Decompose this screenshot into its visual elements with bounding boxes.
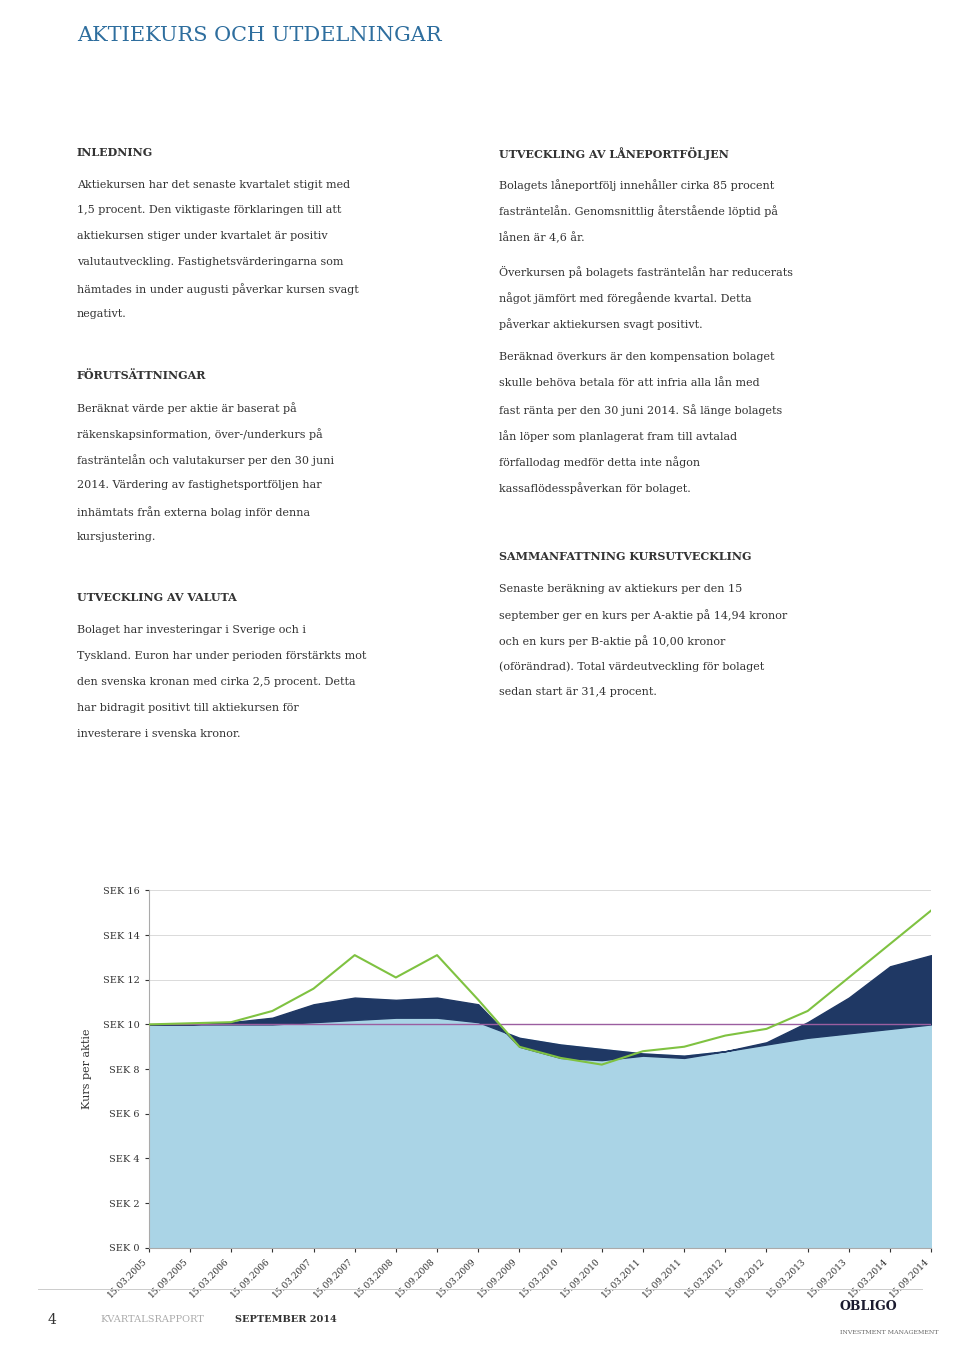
Text: Bolaget har investeringar i Sverige och i: Bolaget har investeringar i Sverige och … bbox=[77, 625, 306, 635]
Text: Beräknat värde per aktie är baserat på: Beräknat värde per aktie är baserat på bbox=[77, 402, 297, 414]
Text: Beräknad överkurs är den kompensation bolaget: Beräknad överkurs är den kompensation bo… bbox=[499, 352, 775, 363]
Text: 4: 4 bbox=[48, 1313, 57, 1327]
Text: FÖRUTSÄTTNINGAR: FÖRUTSÄTTNINGAR bbox=[77, 370, 206, 380]
Text: Överkursen på bolagets fasträntelån har reducerats: Överkursen på bolagets fasträntelån har … bbox=[499, 266, 793, 278]
Text: Aktiekursen har det senaste kvartalet stigit med: Aktiekursen har det senaste kvartalet st… bbox=[77, 179, 350, 190]
Text: något jämfört med föregående kvartal. Detta: något jämfört med föregående kvartal. De… bbox=[499, 291, 752, 304]
Text: SAMMANFATTNING KURSUTVECKLING: SAMMANFATTNING KURSUTVECKLING bbox=[499, 550, 752, 561]
Text: lån löper som planlagerat fram till avtalad: lån löper som planlagerat fram till avta… bbox=[499, 430, 737, 441]
Y-axis label: Kurs per aktie: Kurs per aktie bbox=[82, 1029, 92, 1109]
Text: valutautveckling. Fastighetsvärderingarna som: valutautveckling. Fastighetsvärderingarn… bbox=[77, 258, 344, 267]
Text: räkenskapsinformation, över-/underkurs på: räkenskapsinformation, över-/underkurs p… bbox=[77, 428, 323, 440]
Text: påverkar aktiekursen svagt positivt.: påverkar aktiekursen svagt positivt. bbox=[499, 318, 703, 329]
Text: kursjustering.: kursjustering. bbox=[77, 532, 156, 542]
Text: Tyskland. Euron har under perioden förstärkts mot: Tyskland. Euron har under perioden först… bbox=[77, 652, 366, 661]
Text: lånen är 4,6 år.: lånen är 4,6 år. bbox=[499, 232, 585, 243]
Text: hämtades in under augusti påverkar kursen svagt: hämtades in under augusti påverkar kurse… bbox=[77, 283, 358, 295]
Text: och en kurs per B-aktie på 10,00 kronor: och en kurs per B-aktie på 10,00 kronor bbox=[499, 635, 726, 648]
Text: Bolagets låneportfölj innehåller cirka 85 procent: Bolagets låneportfölj innehåller cirka 8… bbox=[499, 179, 775, 192]
Text: september ger en kurs per A-aktie på 14,94 kronor: september ger en kurs per A-aktie på 14,… bbox=[499, 610, 787, 622]
Text: skulle behöva betala för att infria alla lån med: skulle behöva betala för att infria alla… bbox=[499, 378, 759, 389]
Text: investerare i svenska kronor.: investerare i svenska kronor. bbox=[77, 728, 240, 739]
Text: (oförändrad). Total värdeutveckling för bolaget: (oförändrad). Total värdeutveckling för … bbox=[499, 661, 764, 672]
Text: sedan start är 31,4 procent.: sedan start är 31,4 procent. bbox=[499, 687, 657, 697]
Text: OBLIGO: OBLIGO bbox=[840, 1300, 898, 1314]
Text: den svenska kronan med cirka 2,5 procent. Detta: den svenska kronan med cirka 2,5 procent… bbox=[77, 677, 355, 687]
Text: aktiekursen stiger under kvartalet är positiv: aktiekursen stiger under kvartalet är po… bbox=[77, 232, 327, 241]
Text: fast ränta per den 30 juni 2014. Så länge bolagets: fast ränta per den 30 juni 2014. Så läng… bbox=[499, 405, 782, 415]
Text: UTVECKLING AV LÅNEPORTFÖLJEN: UTVECKLING AV LÅNEPORTFÖLJEN bbox=[499, 147, 729, 159]
Text: inhämtats från externa bolag inför denna: inhämtats från externa bolag inför denna bbox=[77, 506, 310, 518]
Text: fasträntelån. Genomsnittlig återstående löptid på: fasträntelån. Genomsnittlig återstående … bbox=[499, 205, 779, 217]
Text: SEPTEMBER 2014: SEPTEMBER 2014 bbox=[235, 1315, 337, 1325]
Text: har bidragit positivt till aktiekursen för: har bidragit positivt till aktiekursen f… bbox=[77, 703, 299, 712]
Text: KVARTALSRAPPORT: KVARTALSRAPPORT bbox=[101, 1315, 204, 1325]
Text: negativt.: negativt. bbox=[77, 309, 127, 320]
Text: Senaste beräkning av aktiekurs per den 15: Senaste beräkning av aktiekurs per den 1… bbox=[499, 584, 742, 594]
Text: INVESTMENT MANAGEMENT: INVESTMENT MANAGEMENT bbox=[840, 1330, 938, 1336]
Text: 1,5 procent. Den viktigaste förklaringen till att: 1,5 procent. Den viktigaste förklaringen… bbox=[77, 205, 341, 216]
Text: kassaflödesspåverkan för bolaget.: kassaflödesspåverkan för bolaget. bbox=[499, 482, 691, 494]
Text: UTVECKLING AV VALUTA: UTVECKLING AV VALUTA bbox=[77, 592, 236, 603]
Text: AKTIEKURS OCH UTDELNINGAR: AKTIEKURS OCH UTDELNINGAR bbox=[77, 26, 442, 45]
Text: fasträntelån och valutakurser per den 30 juni: fasträntelån och valutakurser per den 30… bbox=[77, 455, 334, 465]
Text: 2014. Värdering av fastighetsportföljen har: 2014. Värdering av fastighetsportföljen … bbox=[77, 480, 322, 490]
Text: förfallodag medför detta inte någon: förfallodag medför detta inte någon bbox=[499, 456, 701, 468]
Text: INLEDNING: INLEDNING bbox=[77, 147, 153, 158]
